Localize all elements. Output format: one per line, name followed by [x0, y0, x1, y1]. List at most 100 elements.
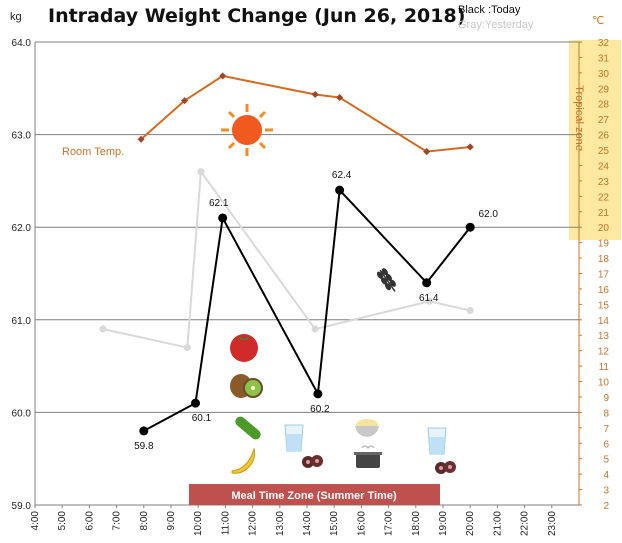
yesterday-point [99, 325, 107, 333]
y2-tick-label: 21 [598, 208, 610, 219]
x-tick-label: 6:00 [84, 511, 95, 531]
room-temp-point [466, 143, 474, 151]
today-point [335, 185, 345, 195]
yesterday-point [466, 307, 474, 315]
today-point [190, 398, 200, 408]
y2-tick-label: 8 [603, 408, 609, 419]
x-tick-label: 7:00 [112, 511, 123, 531]
y-tick-label: 61.0 [12, 316, 32, 327]
yesterday-point [311, 325, 319, 333]
tomato-icon [230, 334, 258, 362]
y2-tick-label: 19 [598, 239, 610, 250]
x-tick-label: 12:00 [248, 511, 259, 536]
yesterday-point [197, 168, 205, 176]
x-tick-label: 19:00 [438, 511, 449, 536]
today-data-label: 61.4 [419, 293, 439, 304]
y-tick-label: 64.0 [12, 38, 32, 49]
y2-tick-label: 14 [598, 316, 610, 327]
room-temp-point [219, 72, 227, 80]
y2-tick-label: 30 [598, 69, 610, 80]
today-data-label: 62.4 [332, 170, 352, 181]
today-data-label: 60.1 [192, 413, 212, 424]
water-glass-icon [427, 427, 447, 455]
today-data-label: 62.1 [209, 198, 229, 209]
y-axis-unit-left: kg [10, 11, 22, 23]
room-temp-point [181, 97, 189, 105]
x-tick-label: 15:00 [329, 511, 340, 536]
room-temp-point [336, 94, 344, 102]
x-tick-label: 20:00 [465, 511, 476, 536]
y2-tick-label: 31 [598, 53, 610, 64]
y2-tick-label: 12 [598, 347, 610, 358]
yesterday-point [425, 297, 433, 305]
y2-tick-label: 23 [598, 177, 610, 188]
y2-tick-label: 5 [603, 455, 609, 466]
sausage-icon [302, 455, 323, 468]
x-tick-label: 16:00 [356, 511, 367, 536]
y2-tick-label: 3 [603, 486, 609, 497]
wheat-icon [376, 268, 396, 292]
x-tick-label: 18:00 [411, 511, 422, 536]
x-tick-label: 11:00 [220, 511, 231, 536]
y2-tick-label: 15 [598, 300, 610, 311]
today-data-label: 62.0 [478, 209, 498, 220]
axis-ticks: 59.060.061.062.063.064.02345678910111213… [12, 38, 610, 536]
chart-title: Intraday Weight Change (Jun 26, 2018) [48, 5, 465, 27]
x-tick-label: 4:00 [30, 511, 41, 531]
room-temp-point [311, 90, 319, 99]
room-temp-line [140, 74, 471, 153]
rice-bowl-icon [355, 419, 379, 437]
y2-tick-label: 13 [598, 331, 610, 342]
room-temp-point [137, 135, 145, 143]
y2-tick-label: 28 [598, 100, 610, 111]
y2-tick-label: 18 [598, 254, 610, 265]
legend-yesterday: Gray:Yesterday [458, 19, 534, 31]
x-tick-label: 21:00 [492, 511, 503, 536]
today-data-label: 59.8 [134, 441, 154, 452]
sausage-icon [435, 461, 456, 474]
y2-tick-label: 2 [603, 501, 609, 512]
room-temp-point [423, 148, 431, 156]
x-tick-label: 22:00 [520, 511, 531, 536]
today-point [313, 389, 323, 399]
x-tick-label: 9:00 [166, 511, 177, 531]
sun-icon [221, 104, 273, 156]
legend-today: Black :Today [458, 4, 521, 16]
meal-time-zone-label: Meal Time Zone (Summer Time) [231, 490, 397, 502]
yesterday-line [102, 168, 471, 349]
y-tick-label: 63.0 [12, 131, 32, 142]
y2-tick-label: 24 [598, 161, 610, 172]
today-point [139, 426, 149, 436]
y2-tick-label: 10 [598, 378, 610, 389]
x-tick-label: 23:00 [547, 511, 558, 536]
series-group: 59.8 60.1 62.1 60.2 62.4 61.4 62.0 [99, 72, 498, 452]
y2-tick-label: 17 [598, 270, 610, 281]
y2-tick-label: 32 [598, 38, 610, 49]
y2-tick-label: 20 [598, 223, 610, 234]
y-tick-label: 59.0 [12, 501, 32, 512]
tropical-zone-band [569, 40, 621, 240]
kiwi-icon [230, 374, 263, 398]
today-point [422, 278, 432, 288]
x-tick-label: 10:00 [193, 511, 204, 536]
x-tick-label: 17:00 [384, 511, 395, 536]
y-tick-label: 62.0 [12, 223, 32, 234]
y2-tick-label: 22 [598, 192, 610, 203]
x-tick-label: 14:00 [302, 511, 313, 536]
cucumber-icon [235, 416, 261, 440]
y-axis-unit-right: ℃ [592, 15, 604, 27]
y-tick-label: 60.0 [12, 408, 32, 419]
meal-time-zone-band [189, 484, 440, 505]
y2-tick-label: 4 [603, 470, 609, 481]
today-point [218, 213, 228, 223]
today-point [465, 222, 475, 232]
room-temp-label: Room Temp. [62, 146, 124, 158]
y2-tick-label: 7 [603, 424, 609, 435]
y2-tick-label: 16 [598, 285, 610, 296]
banana-icon [231, 447, 256, 474]
y2-tick-label: 11 [599, 362, 610, 373]
y2-tick-label: 6 [603, 439, 609, 450]
gridlines [35, 41, 579, 506]
y2-tick-label: 27 [598, 115, 610, 126]
water-glass-icon [284, 424, 304, 452]
